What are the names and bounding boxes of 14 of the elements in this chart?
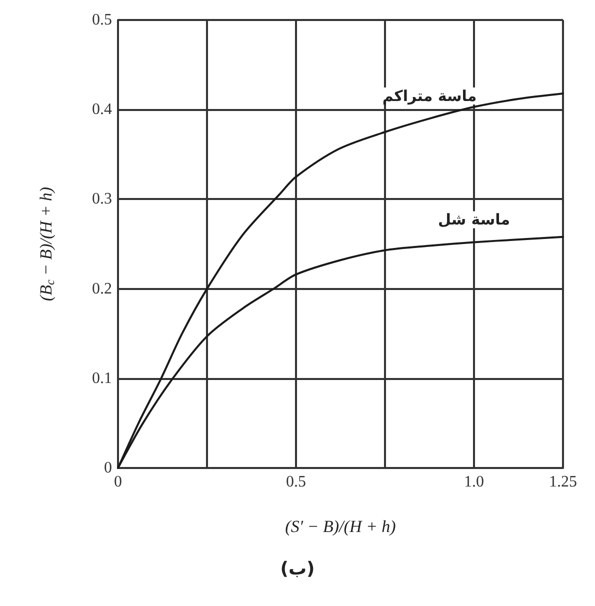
y-tick-label: 0.2: [92, 280, 112, 298]
y-axis-title: (Bc − B)/(H + h): [36, 186, 57, 302]
text: (ب): [280, 558, 315, 580]
y-tick-label: 0.1: [92, 370, 112, 387]
y-tick-label: 0.5: [92, 12, 112, 28]
series-label: ماسة متراكم: [382, 87, 477, 106]
y-tick-label: 0.4: [92, 101, 112, 118]
x-axis-title: (S′ − B)/(H + h): [285, 517, 396, 536]
x-tick-label: 0.5: [286, 474, 306, 490]
series-label: ماسة شل: [438, 210, 510, 229]
x-tick-label: 1.0: [464, 474, 484, 490]
y-tick-label: 0.3: [92, 190, 112, 208]
x-tick-label: 1.25: [549, 474, 577, 490]
y-tick-label: 0: [104, 460, 112, 476]
